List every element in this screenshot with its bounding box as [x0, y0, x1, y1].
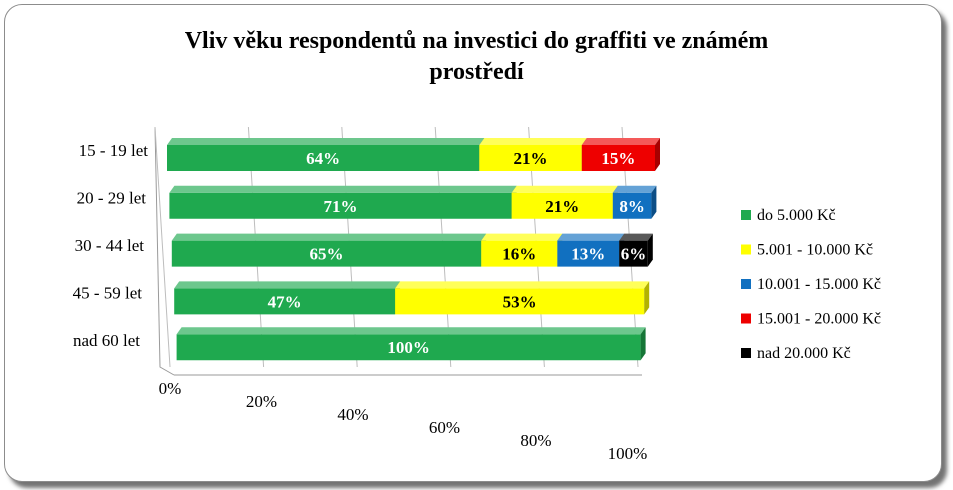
bar-segment: 100%	[176, 327, 646, 361]
legend-swatch	[741, 279, 751, 289]
legend-item: do 5.000 Kč	[741, 207, 836, 224]
legend-item: 15.001 - 20.000 Kč	[741, 311, 881, 328]
x-tick-label: 60%	[429, 418, 460, 437]
bar-segment: 6%	[619, 233, 653, 267]
data-label: 100%	[387, 338, 430, 357]
category-label: 15 - 19 let	[79, 141, 149, 160]
data-label: 53%	[503, 292, 537, 311]
data-label: 6%	[621, 245, 647, 264]
bar-segment: 21%	[511, 185, 618, 219]
legend-label: 10.001 - 15.000 Kč	[757, 276, 881, 293]
data-label: 16%	[502, 245, 536, 264]
x-tick-label: 0%	[159, 379, 182, 398]
category-label: 30 - 44 let	[75, 236, 145, 255]
data-label: 13%	[571, 245, 605, 264]
data-label: 71%	[324, 197, 358, 216]
data-label: 64%	[306, 149, 340, 168]
chart-title-line-2: prostředí	[429, 59, 524, 85]
legend-label: 15.001 - 20.000 Kč	[757, 311, 881, 328]
legend-swatch	[741, 210, 751, 220]
legend-label: do 5.000 Kč	[757, 207, 836, 224]
bar-segment: 65%	[171, 233, 487, 267]
data-label: 47%	[268, 292, 302, 311]
legend-item: 10.001 - 15.000 Kč	[741, 276, 881, 293]
bar-segment: 47%	[174, 281, 401, 315]
gridline	[154, 126, 171, 368]
legend-item: nad 20.000 Kč	[741, 345, 851, 362]
legend-label: 5.001 - 10.000 Kč	[757, 242, 873, 259]
x-tick-labels: 0% 20% 40% 60% 80% 100%	[159, 379, 648, 463]
x-tick-label: 100%	[608, 444, 648, 463]
x-tick-label: 80%	[520, 431, 551, 450]
category-label: 45 - 59 let	[73, 284, 143, 303]
data-label: 21%	[514, 149, 548, 168]
legend-swatch	[741, 244, 751, 255]
bar-segment: 16%	[481, 233, 563, 267]
bar-segment: 64%	[167, 138, 485, 171]
bar-segment: 21%	[479, 138, 587, 171]
chart-title-line-1: Vliv věku respondentů na investici do gr…	[184, 28, 769, 54]
category-label: nad 60 let	[73, 331, 140, 350]
bar-segment: 53%	[395, 281, 650, 315]
legend-label: nad 20.000 Kč	[757, 345, 851, 362]
chart-title: Vliv věku respondentů na investici do gr…	[0, 26, 953, 88]
legend: do 5.000 Kč 5.001 - 10.000 Kč 10.001 - 15.…	[741, 207, 881, 362]
bar-segment: 71%	[169, 185, 517, 219]
bar-segment: 13%	[557, 233, 625, 267]
bar-segment: 15%	[581, 138, 660, 171]
legend-swatch	[741, 313, 751, 324]
category-labels: 15 - 19 let 20 - 29 let 30 - 44 let 45 - 59…	[73, 141, 149, 350]
data-label: 8%	[619, 197, 645, 216]
legend-swatch	[741, 348, 751, 358]
x-tick-label: 20%	[246, 392, 277, 411]
bars-group: 64% 21% 15% 71% 21% 8% 65% 16% 13% 6% 47% 53% 100%	[167, 138, 660, 361]
category-label: 20 - 29 let	[77, 189, 147, 208]
x-tick-label: 40%	[337, 405, 368, 424]
data-label: 65%	[310, 245, 344, 264]
data-label: 21%	[545, 197, 579, 216]
data-label: 15%	[601, 149, 635, 168]
bar-segment: 8%	[612, 185, 657, 219]
legend-item: 5.001 - 10.000 Kč	[741, 242, 873, 259]
